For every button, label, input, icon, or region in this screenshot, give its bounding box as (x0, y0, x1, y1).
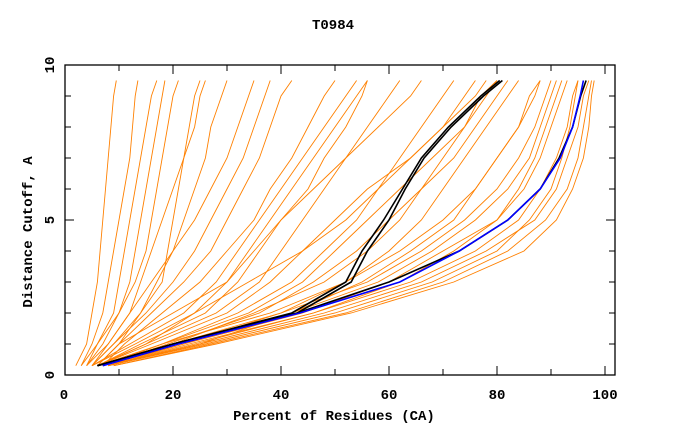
x-tick-label: 100 (592, 388, 617, 404)
chart-title: T0984 (312, 18, 354, 34)
model-curve-22 (108, 80, 579, 367)
highlight-curve-blue (102, 80, 585, 367)
x-tick-label: 80 (489, 388, 506, 404)
y-axis-label: Distance Cutoff, A (21, 156, 37, 308)
model-curve-16 (108, 80, 519, 367)
model-curve-32 (91, 80, 357, 367)
axes-group: 0 20 40 60 80 100 0 5 10 (43, 57, 618, 404)
model-curve-7 (97, 80, 228, 367)
model-curve-26 (113, 80, 595, 367)
curves-group (75, 79, 595, 367)
model-curve-15 (108, 80, 498, 367)
model-curve-0 (75, 80, 117, 366)
x-tick-label: 0 (60, 388, 68, 404)
model-curve-20 (108, 80, 590, 367)
model-curve-27 (97, 80, 541, 367)
model-curve-25 (102, 80, 552, 367)
y-tick-label: 0 (43, 371, 59, 379)
model-curve-13 (97, 80, 401, 367)
model-curve-21 (113, 80, 592, 367)
model-curve-34 (97, 80, 476, 367)
model-curve-10 (97, 80, 293, 367)
y-tick-label: 10 (43, 57, 59, 74)
model-curve-11 (102, 80, 336, 367)
x-tick-label: 60 (381, 388, 398, 404)
model-curve-3 (86, 80, 166, 366)
model-curve-29 (102, 80, 498, 367)
x-tick-label: 40 (273, 388, 290, 404)
model-curve-8 (86, 80, 255, 367)
model-curve-9 (91, 80, 271, 367)
x-axis-label: Percent of Residues (CA) (233, 409, 435, 425)
model-curve-17 (108, 80, 541, 367)
model-curve-6 (91, 80, 206, 367)
model-curve-31 (97, 80, 422, 367)
model-curve-4 (86, 80, 179, 366)
plot-frame (64, 64, 616, 376)
highlight-curve-black-0 (97, 79, 501, 367)
y-tick-label: 5 (43, 216, 59, 224)
model-curve-14 (102, 80, 455, 367)
x-tick-label: 20 (165, 388, 182, 404)
model-curve-1 (80, 80, 139, 366)
model-curve-2 (80, 80, 158, 366)
model-curve-24 (108, 80, 563, 367)
model-curve-33 (91, 80, 368, 367)
model-curve-30 (97, 80, 487, 367)
